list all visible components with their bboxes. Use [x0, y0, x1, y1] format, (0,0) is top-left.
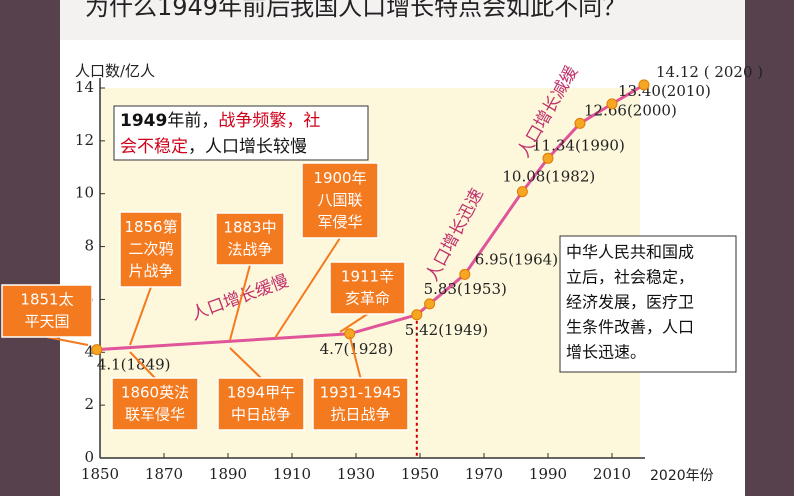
x-tick-label: 1850 — [81, 465, 119, 483]
event-text: 1900年 — [313, 169, 366, 187]
note-segment: 战争频繁，社 — [218, 111, 320, 131]
event-text: 抗日战争 — [330, 406, 390, 424]
event-text: 1860英法 — [121, 384, 189, 402]
callout-pointer — [229, 347, 262, 379]
x-tick-label: 1910 — [273, 465, 311, 483]
chart-title: 为什么1949年前后我国人口增长特点会如此不同？ — [85, 0, 626, 21]
note-box-after — [559, 235, 737, 373]
event-text: 1851太 — [20, 291, 73, 309]
data-point — [91, 344, 103, 356]
event-box — [1, 284, 93, 338]
data-label: 4.7(1928) — [320, 340, 394, 358]
event-box — [217, 377, 305, 431]
event-text: 军侵华 — [317, 213, 362, 231]
note-after-line: 中华人民共和国成 — [566, 243, 694, 262]
callout-pointer — [339, 313, 369, 333]
y-tick-label: 10 — [75, 184, 94, 202]
data-label: 5.83(1953) — [424, 280, 507, 298]
callout-pointer — [274, 237, 341, 339]
event-text: 联军侵华 — [125, 406, 185, 424]
event-box — [312, 377, 409, 431]
y-tick-label: 2 — [84, 395, 94, 413]
callout-pointer — [349, 336, 362, 379]
data-label: 13.40(2010) — [618, 82, 711, 100]
data-label: 12.66(2000) — [584, 101, 677, 119]
callout-pointer — [129, 351, 156, 379]
data-point — [424, 298, 436, 310]
event-box — [215, 212, 285, 266]
data-point — [411, 309, 423, 321]
note-segment: 会不稳定 — [120, 137, 188, 157]
y-tick-label: 8 — [84, 237, 94, 255]
note-segment: 1949 — [120, 111, 167, 131]
x-tick-label: 1990 — [529, 465, 567, 483]
note-line: 会不稳定，人口增长较慢 — [120, 136, 307, 157]
note-line: 1949年前，战争频繁，社 — [120, 111, 320, 131]
y-tick-label: 0 — [84, 448, 94, 466]
event-text: 二次鸦 — [128, 240, 173, 258]
x-tick-label: 1890 — [209, 465, 247, 483]
note-after-line: 经济发展，医疗卫 — [566, 293, 694, 312]
data-point — [638, 79, 650, 91]
population-line — [96, 83, 645, 352]
event-box — [301, 162, 379, 239]
callout-pointer — [229, 264, 251, 341]
y-tick-label: 4 — [84, 342, 94, 360]
decor-left — [0, 0, 60, 496]
event-text: 亥革命 — [345, 290, 390, 308]
event-text: 法战争 — [227, 241, 272, 259]
event-text: 八国联 — [317, 191, 362, 209]
y-tick-label: 14 — [75, 78, 94, 96]
event-text: 1911辛 — [341, 268, 394, 286]
data-label: 6.95(1964) — [475, 250, 558, 268]
data-label: 14.12 ( 2020 ) — [656, 63, 763, 81]
y-axis-label: 人口数/亿人 — [75, 62, 155, 80]
x-tick-label: 2010 — [593, 465, 631, 483]
event-text: 平天国 — [24, 313, 69, 331]
event-box — [111, 377, 199, 431]
data-label: 5.42(1949) — [405, 321, 488, 339]
data-point — [542, 152, 554, 164]
event-box — [329, 261, 406, 315]
event-text: 1894甲午 — [227, 384, 295, 402]
y-tick-label: 12 — [75, 131, 94, 149]
note-after-line: 增长迅速。 — [566, 343, 646, 362]
decor-right — [745, 0, 794, 496]
data-point — [459, 268, 471, 280]
x-tick-label: 1950 — [401, 465, 439, 483]
note-after-line: 生条件改善，人口 — [566, 318, 694, 337]
x-tick-label: 1930 — [337, 465, 375, 483]
event-text: 中日战争 — [231, 406, 291, 424]
data-label: 10.08(1982) — [502, 168, 595, 186]
event-text: 1931-1945 — [320, 384, 402, 402]
x-tick-label: 1970 — [465, 465, 503, 483]
note-box — [113, 105, 369, 161]
note-segment: ，人口增长较慢 — [188, 136, 307, 157]
event-text: 1856第 — [124, 218, 177, 236]
data-label: 11.34(1990) — [532, 136, 625, 154]
data-point — [516, 186, 528, 198]
callout-pointer — [46, 336, 89, 346]
x-axis-label: 2020年份 — [650, 468, 714, 484]
event-text: 1883中 — [223, 219, 276, 237]
event-box — [119, 211, 183, 288]
data-point — [606, 98, 618, 110]
data-label: 4.1(1849) — [97, 356, 171, 374]
note-after-line: 立后，社会稳定， — [566, 268, 694, 287]
event-text: 片战争 — [128, 262, 173, 280]
x-tick-label: 1870 — [145, 465, 183, 483]
note-segment: 年前， — [167, 111, 218, 131]
callout-pointer — [129, 286, 152, 346]
data-point — [574, 117, 586, 129]
